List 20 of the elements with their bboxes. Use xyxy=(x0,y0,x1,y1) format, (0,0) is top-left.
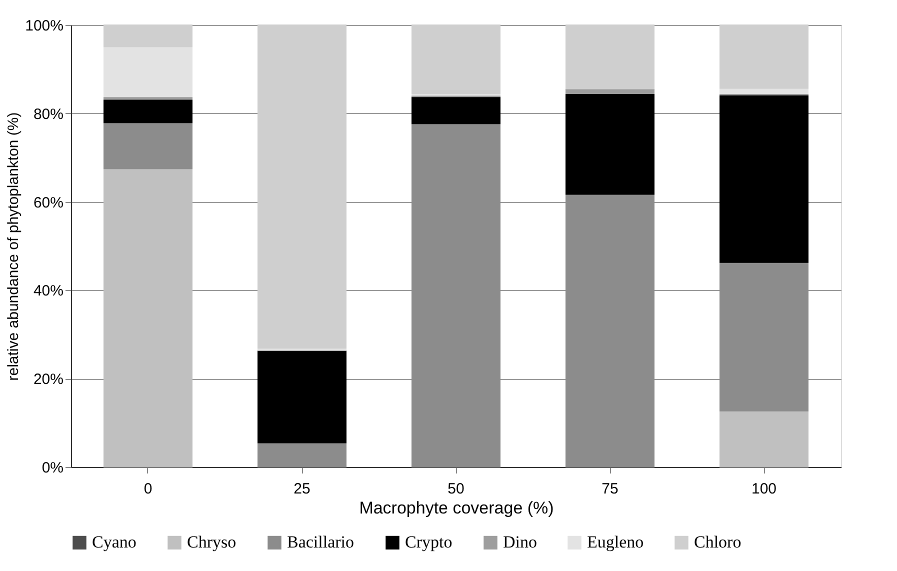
y-tick-label: 40% xyxy=(33,282,64,300)
x-tick-label: 0 xyxy=(144,480,152,498)
x-tick-label: 75 xyxy=(602,480,618,498)
y-tick-label: 100% xyxy=(25,18,64,34)
x-tick-label: 25 xyxy=(294,480,310,498)
legend-label: Bacillario xyxy=(287,532,354,552)
y-tick-label: 60% xyxy=(33,194,64,212)
legend-label: Chryso xyxy=(187,532,236,552)
x-axis-title: Macrophyte coverage (%) xyxy=(359,498,554,518)
y-tick-label: 0% xyxy=(42,460,64,476)
legend-label: Chloro xyxy=(694,532,742,552)
legend-label: Eugleno xyxy=(587,532,644,552)
legend-label: Cyano xyxy=(92,532,136,552)
y-axis-title: relative abundance of phytoplankton (%) xyxy=(5,112,22,381)
legend-label: Crypto xyxy=(405,532,452,552)
x-tick-label: 100 xyxy=(751,480,777,498)
legend-label: Dino xyxy=(503,532,537,552)
x-tick-label: 50 xyxy=(448,480,464,498)
y-tick-label: 80% xyxy=(33,106,64,123)
y-tick-label: 20% xyxy=(33,371,64,388)
